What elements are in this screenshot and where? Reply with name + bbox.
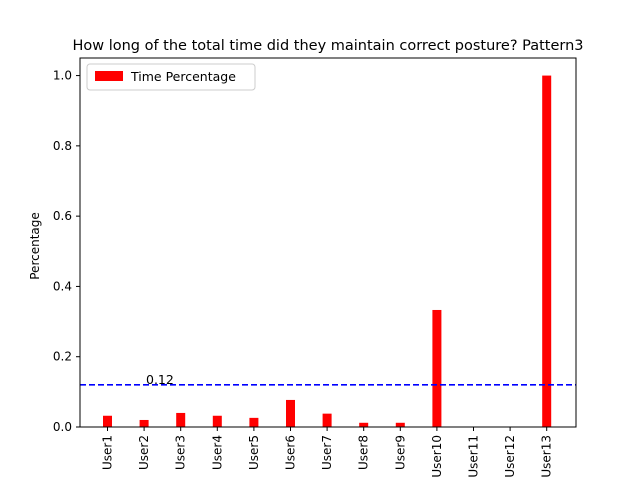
- y-tick-label: 0.6: [53, 209, 72, 223]
- axes-frame: [79, 57, 577, 428]
- y-tick-label: 0.8: [53, 139, 72, 153]
- bar-user1: [103, 415, 112, 427]
- y-tick-label: 0.0: [53, 420, 72, 434]
- bar-user6: [286, 399, 295, 427]
- x-tick-label: User13: [540, 435, 554, 478]
- legend-swatch: [95, 71, 123, 81]
- bar-user8: [359, 422, 369, 427]
- bar-user13: [542, 75, 552, 428]
- x-tick-label: User5: [247, 435, 261, 470]
- chart-title: How long of the total time did they main…: [72, 38, 583, 54]
- legend-label: Time Percentage: [130, 69, 236, 84]
- legend: Time Percentage: [86, 63, 256, 91]
- reference-line-label: 0.12: [146, 372, 174, 387]
- bar-user3: [176, 412, 186, 427]
- x-tick-label: User7: [320, 435, 334, 470]
- x-tick-label: User4: [210, 435, 224, 470]
- x-tick-label: User2: [137, 435, 151, 470]
- bar-user10: [432, 309, 442, 427]
- bar-user9: [395, 422, 405, 427]
- x-tick-label: User11: [467, 435, 481, 478]
- x-tick-label: User10: [430, 435, 444, 478]
- bar-user7: [322, 413, 332, 427]
- bar-user4: [212, 415, 222, 427]
- y-tick-label: 1.0: [53, 69, 72, 83]
- x-tick-label: User12: [503, 435, 517, 478]
- x-tick-label: User1: [101, 435, 115, 470]
- y-tick-label: 0.4: [53, 279, 72, 293]
- x-tick-label: User6: [284, 435, 298, 470]
- x-tick-label: User3: [174, 435, 188, 470]
- bar-user5: [249, 417, 259, 427]
- legend-frame: [86, 63, 256, 91]
- y-tick-label: 0.2: [53, 350, 72, 364]
- plot-area: 0.12 0.0 0.2 0.4 0.6 0.8 1.0 User1 User2 User3 Use…: [53, 57, 577, 478]
- bar-user2: [139, 419, 149, 427]
- x-tick-label: User8: [357, 435, 371, 470]
- y-axis-label: Percentage: [28, 212, 42, 280]
- x-tick-label: User9: [393, 435, 407, 470]
